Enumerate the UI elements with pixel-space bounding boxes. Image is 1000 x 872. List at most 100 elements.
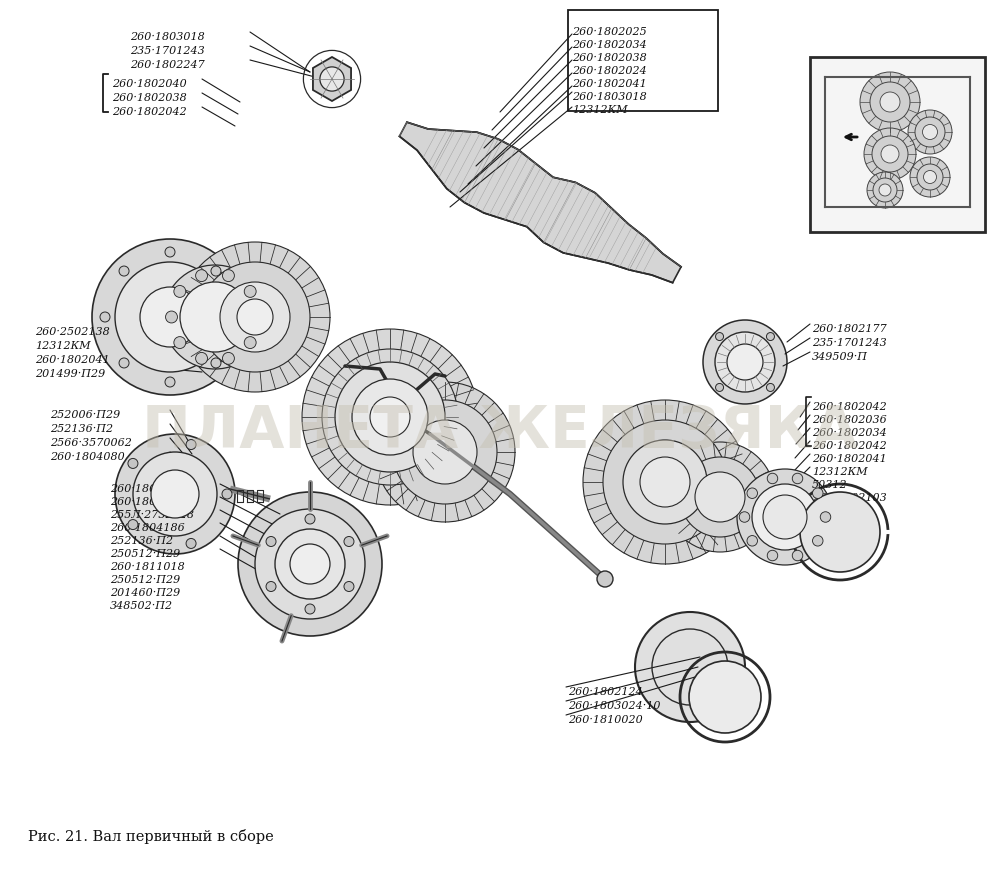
Circle shape	[873, 178, 897, 202]
Circle shape	[220, 282, 290, 352]
Circle shape	[244, 337, 256, 349]
Circle shape	[880, 92, 900, 112]
Circle shape	[820, 512, 831, 522]
Circle shape	[766, 384, 774, 392]
Circle shape	[715, 332, 775, 392]
Circle shape	[703, 320, 787, 404]
Circle shape	[766, 332, 774, 341]
Circle shape	[695, 472, 745, 522]
Text: 260·1802034: 260·1802034	[572, 40, 647, 50]
Text: 260·1802038: 260·1802038	[112, 93, 187, 103]
Circle shape	[115, 434, 235, 554]
Circle shape	[174, 337, 186, 349]
Circle shape	[375, 382, 515, 522]
Circle shape	[180, 282, 250, 352]
Circle shape	[92, 239, 248, 395]
Circle shape	[747, 535, 757, 546]
Circle shape	[689, 661, 761, 733]
Circle shape	[237, 299, 273, 335]
Circle shape	[792, 473, 803, 484]
Circle shape	[196, 352, 208, 364]
Text: 260·1802124: 260·1802124	[568, 687, 643, 697]
Text: 250512·П29: 250512·П29	[110, 575, 180, 585]
Text: 348502·П2: 348502·П2	[110, 601, 173, 611]
Text: 260·1802103: 260·1802103	[812, 493, 887, 503]
Circle shape	[140, 287, 200, 347]
Circle shape	[196, 269, 208, 282]
Circle shape	[238, 492, 382, 636]
Circle shape	[180, 242, 330, 392]
Text: 260·1802247: 260·1802247	[130, 60, 205, 70]
Text: 260·1803024·10: 260·1803024·10	[568, 701, 660, 711]
Circle shape	[879, 184, 891, 196]
Circle shape	[747, 488, 757, 499]
Text: 260·1802042: 260·1802042	[112, 107, 187, 117]
Circle shape	[752, 484, 818, 550]
Text: 255Л·2732028: 255Л·2732028	[110, 510, 194, 520]
Circle shape	[767, 550, 778, 561]
Circle shape	[166, 311, 177, 323]
Text: 201460·П29: 201460·П29	[110, 588, 180, 598]
Bar	[810, 57, 985, 232]
Circle shape	[763, 495, 807, 539]
Text: 252136·П2: 252136·П2	[110, 536, 173, 546]
Circle shape	[186, 439, 196, 450]
Circle shape	[860, 72, 920, 132]
Circle shape	[640, 457, 690, 507]
Circle shape	[305, 514, 315, 524]
Circle shape	[680, 457, 760, 537]
Circle shape	[211, 266, 221, 276]
Text: 260·1811018: 260·1811018	[110, 562, 185, 572]
Circle shape	[597, 571, 613, 587]
Circle shape	[867, 172, 903, 208]
Text: 260·1804186: 260·1804186	[110, 523, 185, 533]
Text: 201499·П29: 201499·П29	[35, 369, 105, 379]
Circle shape	[165, 247, 175, 257]
Text: 235·1701243: 235·1701243	[812, 338, 887, 348]
Circle shape	[302, 329, 478, 505]
Circle shape	[165, 377, 175, 387]
Text: 260·1810020: 260·1810020	[568, 715, 643, 725]
Circle shape	[186, 538, 196, 548]
Text: 50312: 50312	[812, 480, 848, 490]
Text: 260·1802034: 260·1802034	[812, 428, 887, 438]
Circle shape	[727, 344, 763, 380]
Circle shape	[344, 536, 354, 547]
Circle shape	[716, 332, 724, 341]
Text: 260·1802042: 260·1802042	[812, 402, 887, 412]
Text: 260·1802040: 260·1802040	[112, 79, 187, 89]
Circle shape	[915, 117, 945, 147]
Text: ПЛАНЕТА ЖЕЛЕЗЯКА: ПЛАНЕТА ЖЕЛЕЗЯКА	[142, 404, 858, 460]
Circle shape	[583, 400, 747, 564]
Circle shape	[352, 379, 428, 455]
Circle shape	[767, 473, 778, 484]
Text: 235·1701243: 235·1701243	[130, 46, 205, 56]
Text: 12312КМ: 12312КМ	[812, 467, 868, 477]
Circle shape	[635, 612, 745, 722]
Text: Рис. 21. Вал первичный в сборе: Рис. 21. Вал первичный в сборе	[28, 829, 274, 844]
Text: 260·1804080: 260·1804080	[50, 452, 125, 462]
Text: 260·1802042: 260·1802042	[812, 441, 887, 451]
Bar	[568, 10, 718, 111]
Circle shape	[910, 157, 950, 197]
Circle shape	[792, 550, 803, 561]
Text: 252006·П29: 252006·П29	[50, 410, 120, 420]
Polygon shape	[313, 57, 351, 101]
Text: 260·1802038: 260·1802038	[572, 53, 647, 63]
Circle shape	[716, 384, 724, 392]
Circle shape	[864, 128, 916, 180]
Circle shape	[119, 358, 129, 368]
Text: 260·1802025: 260·1802025	[572, 27, 647, 37]
Circle shape	[922, 125, 938, 140]
Text: 260·1804082: 260·1804082	[110, 484, 185, 494]
Circle shape	[222, 489, 232, 499]
Circle shape	[344, 582, 354, 591]
Text: 260·1802041: 260·1802041	[572, 79, 647, 89]
Circle shape	[393, 400, 497, 504]
Circle shape	[222, 269, 234, 282]
Circle shape	[813, 488, 823, 499]
Circle shape	[163, 265, 267, 369]
Circle shape	[737, 469, 833, 565]
Circle shape	[413, 420, 477, 484]
Circle shape	[200, 262, 310, 372]
